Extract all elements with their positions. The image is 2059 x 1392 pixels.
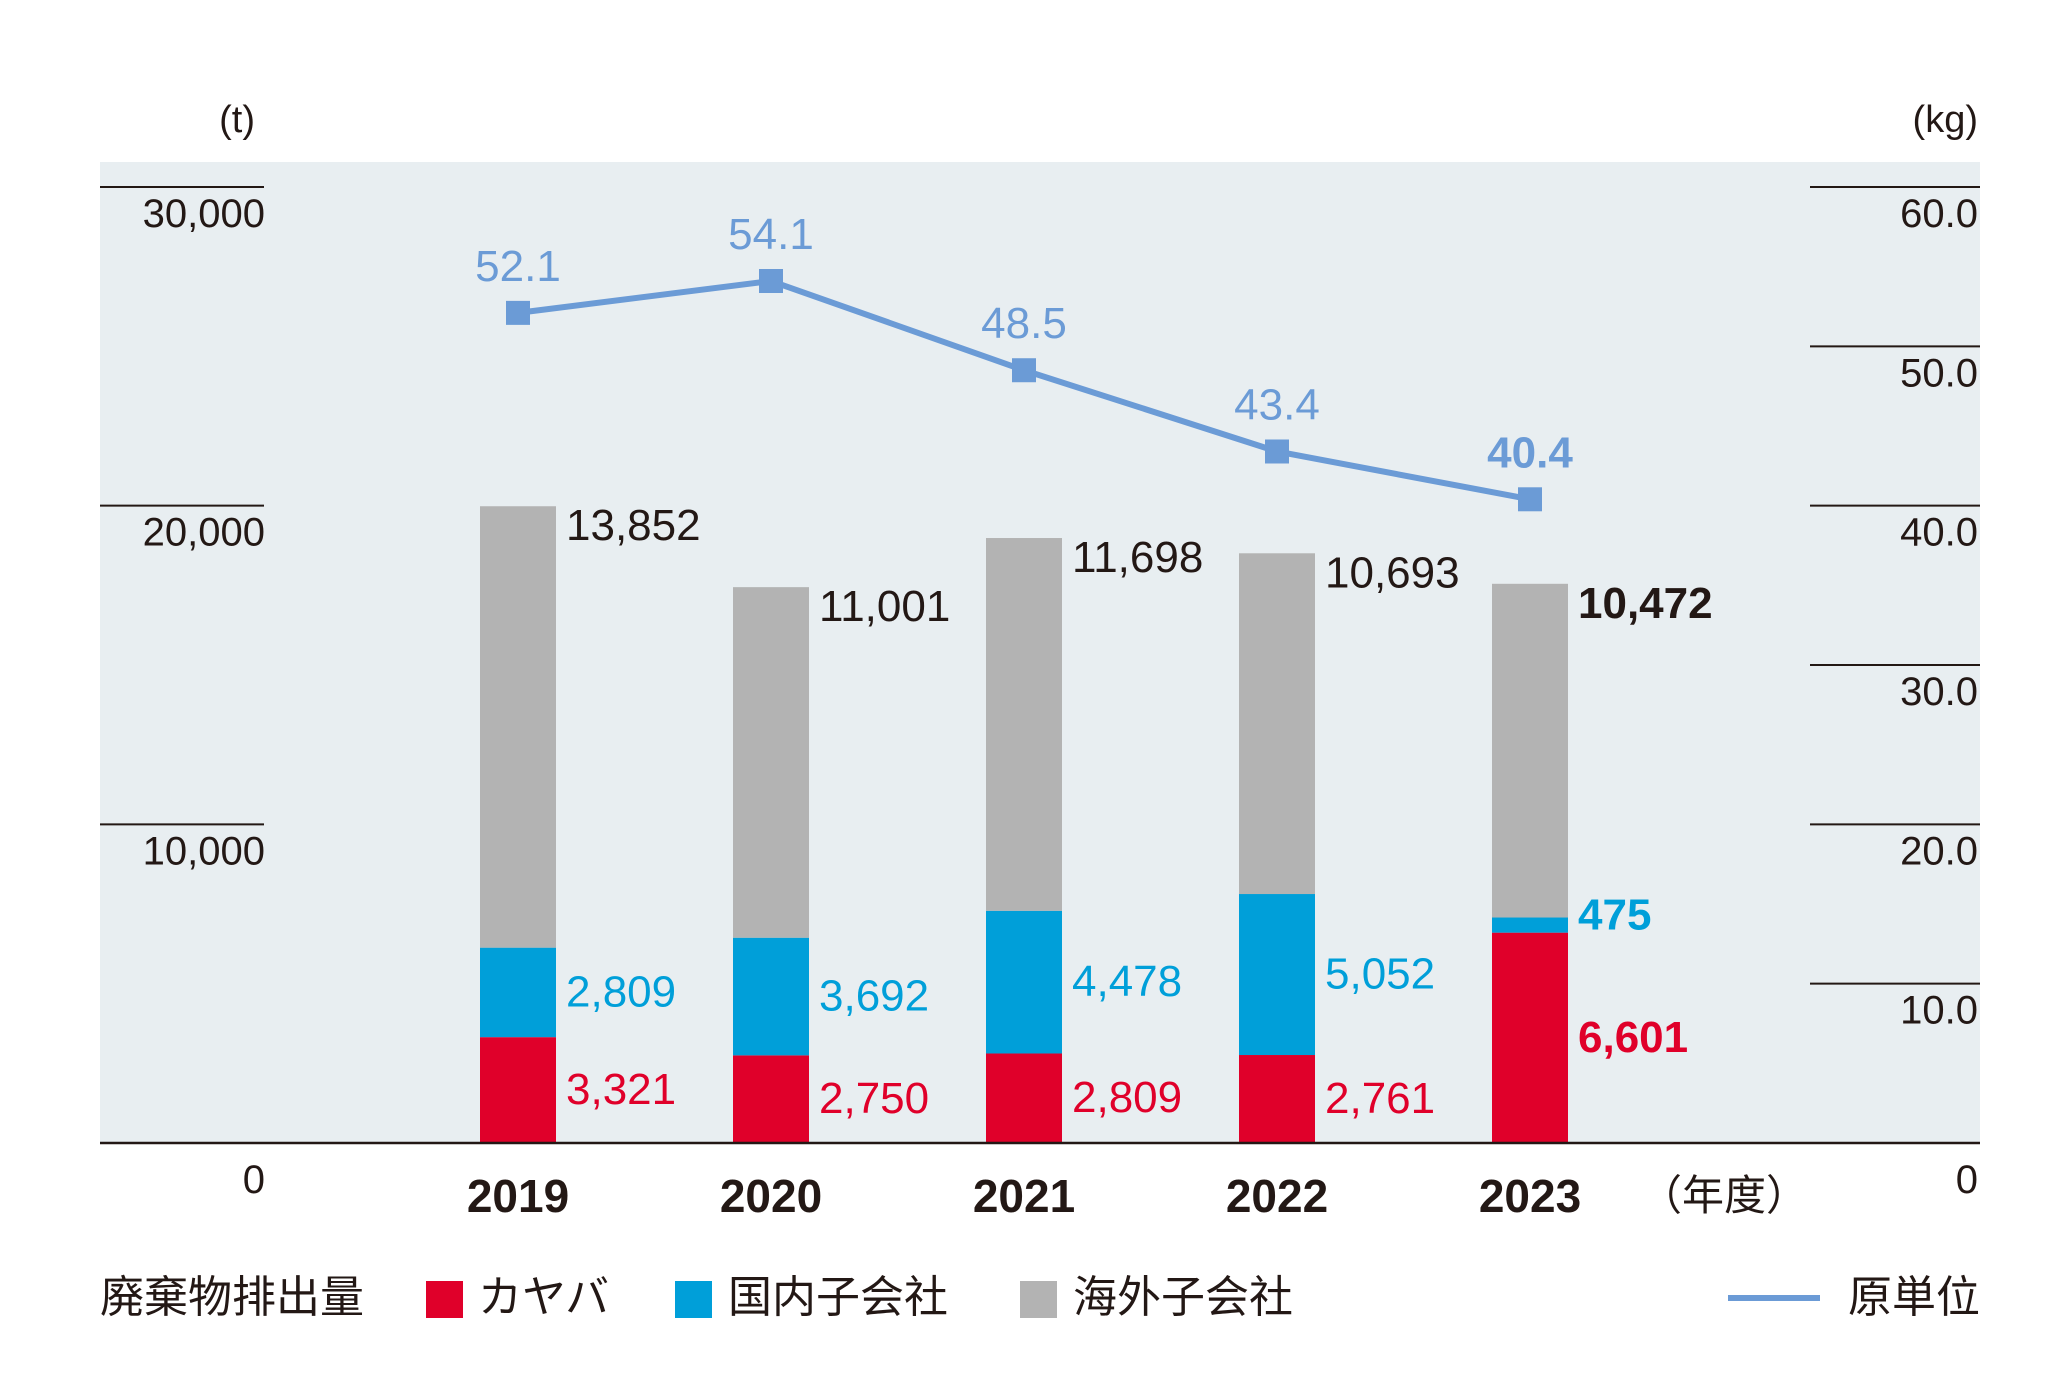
x-tick-label: 2020 [720,1170,822,1222]
right-tick-label: 20.0 [1900,829,1978,873]
left-tick-label: 20,000 [143,511,265,555]
left-tick-label: 0 [243,1158,265,1202]
bar-data-labels: 3,321 2,809 13,852 2,750 3,692 11,001 2,809 4,4… [566,501,1713,1123]
right-tick-label: 60.0 [1900,192,1978,236]
right-tick-label: 0 [1956,1158,1978,1202]
right-tick-label: 40.0 [1900,511,1978,555]
intensity-marker [759,269,783,294]
intensity-marker [506,300,530,325]
bar-segment-domestic [1492,917,1568,933]
intensity-marker [1265,439,1289,464]
left-gridlines [100,186,264,826]
left-axis-unit: (t) [219,99,255,141]
left-axis-ticks: 0 10,000 20,000 30,000 [143,192,265,1202]
data-label-overseas: 11,001 [819,582,950,631]
data-label-kayaba: 6,601 [1578,1013,1688,1062]
data-label-kayaba: 2,750 [819,1074,929,1123]
stacked-bars [480,506,1568,1143]
bar-segment-domestic [1239,894,1315,1056]
left-tick-label: 30,000 [143,192,265,236]
data-label-kayaba: 2,809 [1072,1073,1182,1122]
data-label-kayaba: 2,761 [1325,1074,1435,1123]
left-tick-label: 10,000 [143,829,265,873]
right-gridlines [1810,186,1980,985]
bar-segment-overseas [1239,553,1315,895]
x-tick-label: 2022 [1226,1170,1328,1222]
legend-swatch-overseas [1020,1281,1057,1318]
legend-swatch-domestic [675,1281,712,1318]
bar-segment-kayaba [1239,1055,1315,1143]
data-label-domestic: 4,478 [1072,957,1182,1006]
data-label-kayaba: 3,321 [566,1065,676,1114]
bar-segment-overseas [733,587,809,938]
intensity-line-series: 52.1 54.1 48.5 43.4 40.4 [475,210,1573,512]
legend-swatch-kayaba [426,1281,463,1318]
bar-segment-domestic [480,947,556,1038]
x-axis-labels: 2019 2020 2021 2022 2023 [467,1170,1581,1222]
data-label-overseas: 13,852 [566,501,701,550]
bar-segment-overseas [480,506,556,948]
intensity-label: 43.4 [1234,380,1320,429]
data-label-domestic: 3,692 [819,972,929,1021]
intensity-label: 52.1 [475,242,561,291]
data-label-domestic: 475 [1578,891,1651,940]
intensity-label: 40.4 [1487,428,1573,477]
right-tick-label: 50.0 [1900,351,1978,395]
x-axis-unit: （年度） [1640,1172,1808,1219]
legend-label-overseas: 海外子会社 [1073,1273,1293,1322]
bar-segment-domestic [733,937,809,1056]
x-tick-label: 2021 [973,1170,1075,1222]
right-tick-label: 30.0 [1900,670,1978,714]
data-label-domestic: 5,052 [1325,950,1435,999]
legend-label-domestic: 国内子会社 [728,1273,948,1322]
right-axis-unit: (kg) [1913,99,1978,141]
bar-segment-overseas [986,538,1062,911]
legend-label-kayaba: カヤバ [478,1273,609,1322]
bar-segment-domestic [986,910,1062,1054]
bar-segment-kayaba [1492,932,1568,1143]
legend-label-intensity: 原単位 [1848,1273,1980,1322]
intensity-marker [1518,487,1542,512]
data-label-overseas: 10,472 [1578,579,1713,628]
right-tick-label: 10.0 [1900,989,1978,1033]
intensity-label: 48.5 [981,299,1067,348]
data-label-overseas: 11,698 [1072,533,1203,582]
bar-segment-kayaba [733,1055,809,1143]
data-label-overseas: 10,693 [1325,548,1460,597]
intensity-marker [1012,358,1036,383]
x-tick-label: 2019 [467,1170,569,1222]
bar-segment-kayaba [986,1053,1062,1143]
right-axis-ticks: 0 10.0 20.0 30.0 40.0 50.0 60.0 [1900,192,1978,1202]
x-tick-label: 2023 [1479,1170,1581,1222]
legend: 廃棄物排出量 カヤバ 国内子会社 海外子会社 原単位 [100,1273,1980,1322]
bar-segment-kayaba [480,1037,556,1143]
bar-segment-overseas [1492,583,1568,918]
intensity-label: 54.1 [728,210,814,259]
legend-title: 廃棄物排出量 [100,1273,364,1322]
data-label-domestic: 2,809 [566,967,676,1016]
